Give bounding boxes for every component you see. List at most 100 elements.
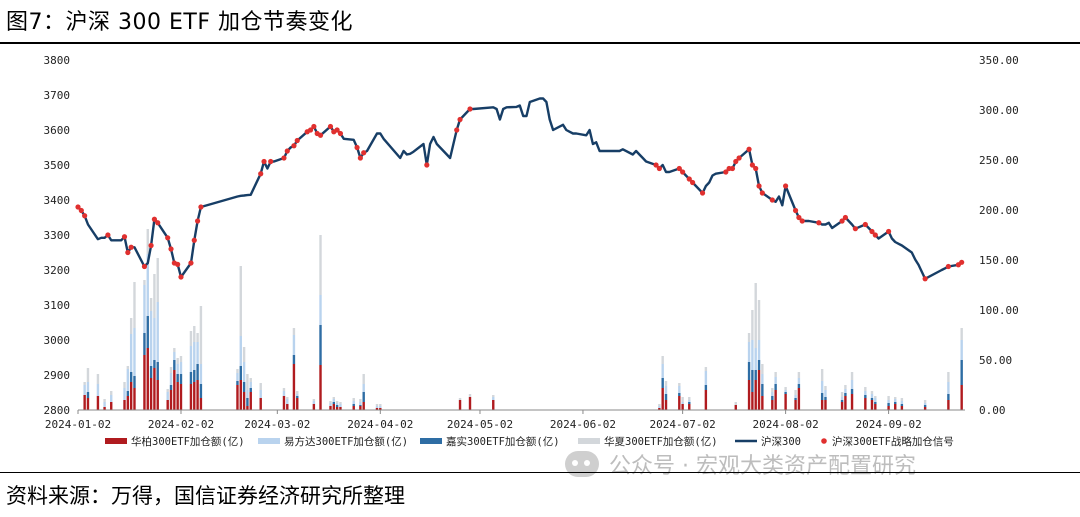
y-left-tick-label: 3700 xyxy=(44,89,71,102)
flow-bar-chinaamc xyxy=(110,391,113,395)
flow-bar-efund xyxy=(329,403,332,406)
flow-bar-harvest xyxy=(239,366,242,380)
y-left-tick-label: 2900 xyxy=(44,369,71,382)
signal-dot xyxy=(261,158,267,165)
signal-dot xyxy=(852,226,858,232)
flow-bar-harvest xyxy=(664,394,668,400)
flow-bar-efund xyxy=(169,373,173,385)
flow-bar-huatai xyxy=(864,398,867,410)
flow-bar-chinaamc xyxy=(468,394,472,397)
flow-bar-huatai xyxy=(143,355,146,410)
flow-bar-huatai xyxy=(820,400,824,410)
flow-bar-harvest xyxy=(352,404,355,406)
signal-dot xyxy=(869,228,875,235)
flow-bar-efund xyxy=(771,392,774,396)
signal-dot xyxy=(327,123,334,130)
flow-bar-huatai xyxy=(196,380,199,410)
flow-bar-huatai xyxy=(110,402,113,410)
flow-bar-huatai xyxy=(169,390,173,410)
flow-bar-huatai xyxy=(870,400,874,410)
flow-bar-harvest xyxy=(894,402,897,404)
signal-dot xyxy=(733,158,739,165)
flow-bar-efund xyxy=(947,382,950,394)
flow-bar-chinaamc xyxy=(458,398,462,400)
flow-bar-harvest xyxy=(870,398,874,400)
signal-dot xyxy=(792,207,799,214)
flow-bar-chinaamc xyxy=(335,401,339,403)
legend-label: 沪深300ETF战略加仓信号 xyxy=(832,435,954,448)
x-tick-label: 2024-09-02 xyxy=(855,418,921,431)
flow-bar-harvest xyxy=(840,400,844,402)
flow-bar-huatai xyxy=(362,402,365,410)
flow-bar-huatai xyxy=(332,404,336,410)
flow-bar-chinaamc xyxy=(169,367,173,373)
flow-bar-harvest xyxy=(797,384,801,388)
flow-bar-huatai xyxy=(312,404,316,410)
signal-dot xyxy=(680,169,686,175)
y-right-tick-label: 250.00 xyxy=(979,154,1019,167)
signal-dot xyxy=(736,155,742,161)
signal-dot xyxy=(424,162,430,168)
signal-dot xyxy=(799,218,805,224)
flow-bar-chinaamc xyxy=(797,372,801,378)
legend-label: 沪深300 xyxy=(761,435,801,448)
flow-bar-harvest xyxy=(794,398,797,400)
x-tick-label: 2024-02-02 xyxy=(148,418,214,431)
flow-bar-chinaamc xyxy=(375,404,379,406)
x-tick-label: 2024-03-02 xyxy=(244,418,310,431)
flow-bar-efund xyxy=(242,362,246,382)
flow-bar-harvest xyxy=(149,366,153,378)
legend-swatch-harvest xyxy=(420,438,442,444)
signal-dot xyxy=(746,146,752,152)
title-divider xyxy=(0,42,1080,44)
flow-bar-harvest xyxy=(176,374,179,382)
flow-bar-chinaamc xyxy=(681,397,684,402)
flow-bar-chinaamc xyxy=(664,381,668,386)
flow-bar-huatai xyxy=(133,388,136,410)
signal-dot xyxy=(457,116,463,123)
flow-bar-chinaamc xyxy=(196,333,199,342)
flow-bar-chinaamc xyxy=(153,274,156,318)
flow-bar-efund xyxy=(133,328,136,376)
signal-dot xyxy=(467,106,473,112)
flow-bar-efund xyxy=(193,342,196,370)
flow-bar-efund xyxy=(339,404,342,407)
flow-bar-chinaamc xyxy=(824,386,827,390)
flow-bar-chinaamc xyxy=(296,391,299,394)
flow-bar-harvest xyxy=(133,376,136,388)
flow-bar-harvest xyxy=(332,402,336,404)
flow-bar-efund xyxy=(681,402,684,404)
flow-bar-efund xyxy=(820,381,824,393)
signal-dot xyxy=(945,263,951,270)
flow-bar-efund xyxy=(103,402,106,407)
flow-bar-harvest xyxy=(844,393,847,396)
signal-dot xyxy=(753,165,759,172)
flow-bar-harvest xyxy=(359,405,362,406)
flow-bar-efund xyxy=(757,340,761,360)
y-right-tick-label: 300.00 xyxy=(979,104,1019,117)
x-tick-label: 2024-07-02 xyxy=(650,418,716,431)
flow-bar-huatai xyxy=(123,400,126,410)
signal-dot xyxy=(676,165,682,172)
flow-bar-chinaamc xyxy=(312,399,316,401)
flow-bar-harvest xyxy=(887,403,890,406)
flow-bar-efund xyxy=(352,401,355,404)
flow-bar-huatai xyxy=(458,400,462,410)
flow-bar-efund xyxy=(784,390,787,392)
flow-bar-harvest xyxy=(173,360,176,370)
flow-bar-huatai xyxy=(844,396,847,410)
flow-bar-harvest xyxy=(246,398,249,406)
flow-bar-harvest xyxy=(292,355,296,364)
flow-bar-harvest xyxy=(86,392,90,398)
flow-bar-huatai xyxy=(335,407,339,410)
signal-dot xyxy=(191,237,197,243)
flow-bar-huatai xyxy=(379,408,382,410)
flow-bar-efund xyxy=(249,382,252,388)
flow-bar-huatai xyxy=(153,368,156,410)
flow-bar-harvest xyxy=(249,388,252,392)
flow-bar-huatai xyxy=(193,382,196,410)
csi300-etf-chart: 2800 2900 3000 3100 3200 3300 3400 3500 3600 3700… xyxy=(44,54,1019,448)
y-left-tick-label: 3300 xyxy=(44,229,71,242)
flow-bar-huatai xyxy=(96,396,100,410)
flow-bar-harvest xyxy=(362,392,365,402)
